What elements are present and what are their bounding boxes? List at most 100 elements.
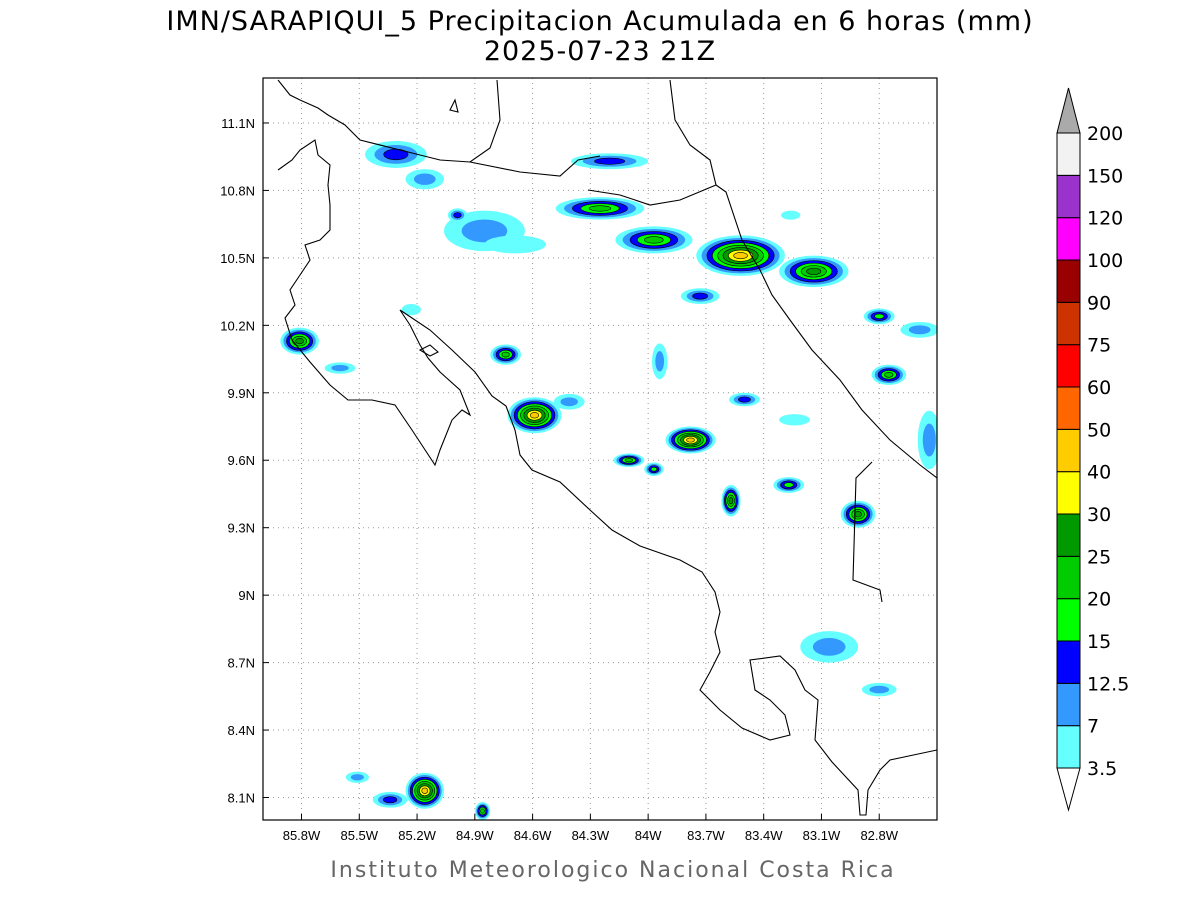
colorbar-box-120	[1056, 174, 1081, 219]
longitude-axis: 85.8W 85.5W 85.2W 84.9W 84.6W 84.3W 84W 83.7W 83…	[283, 814, 899, 843]
contour-level-12.5	[738, 396, 751, 403]
precip-cell	[917, 410, 937, 470]
precip-cell	[553, 393, 585, 410]
contour-level-7	[350, 774, 364, 781]
colorbar-box-60	[1056, 344, 1081, 388]
lat-tick-label: 10.8N	[220, 183, 255, 198]
caribbean-coastline	[669, 79, 937, 479]
contour-level-20	[644, 236, 664, 244]
contour-level-40	[421, 787, 429, 794]
precip-cell	[680, 288, 720, 304]
precip-cell	[665, 426, 716, 454]
precip-cell	[900, 321, 937, 338]
precip-cell	[615, 226, 693, 254]
lat-tick-label: 10.2N	[220, 318, 255, 333]
lat-tick-label: 9.3N	[228, 521, 255, 536]
precip-cell	[571, 153, 649, 170]
contour-level-15	[650, 466, 658, 472]
colorbar-box-15	[1056, 598, 1081, 642]
contour-level-7	[560, 397, 578, 407]
precip-cell	[490, 344, 522, 365]
lat-tick-label: 8.7N	[228, 656, 255, 671]
precip-cell	[779, 255, 849, 288]
lat-tick-label: 10.5N	[220, 251, 255, 266]
precip-cell	[405, 169, 445, 190]
lon-tick-label: 83.7W	[687, 828, 725, 843]
contour-level-20	[884, 372, 894, 378]
colorbar-box-3.5	[1056, 725, 1081, 769]
precip-cell	[871, 364, 907, 385]
lon-tick-label: 85.8W	[283, 828, 321, 843]
colorbar-under-triangle	[1056, 767, 1081, 812]
precip-cell	[651, 343, 668, 380]
lon-tick-label: 84.3W	[572, 828, 610, 843]
lon-tick-label: 82.8W	[860, 828, 898, 843]
colorbar-label: 90	[1087, 292, 1111, 314]
contour-level-7	[413, 173, 436, 185]
precip-cell	[474, 802, 491, 820]
coastlines-borders	[277, 79, 937, 816]
colorbar-label: 150	[1087, 165, 1123, 187]
precip-cell	[840, 500, 876, 528]
precip-cell	[324, 362, 356, 374]
colorbar-label: 3.5	[1087, 758, 1117, 780]
lat-tick-label: 11.1N	[221, 116, 255, 131]
colorbar-over-triangle	[1056, 87, 1081, 134]
precip-cell	[555, 197, 645, 220]
contour-level-25	[295, 337, 304, 345]
contour-level-40	[733, 252, 748, 260]
contour-level-20	[501, 351, 510, 358]
contour-level-15	[783, 482, 794, 488]
precip-cell	[781, 210, 801, 220]
precip-cell	[372, 791, 408, 808]
precip-cell	[644, 462, 664, 476]
gridlines	[263, 78, 937, 820]
colorbar-label: 7	[1087, 716, 1099, 738]
precip-cell	[401, 303, 421, 316]
lake-islet	[418, 344, 439, 357]
costa-rica-panama-border	[852, 461, 883, 603]
colorbar-box-30	[1056, 471, 1081, 515]
lat-tick-label: 9N	[238, 588, 255, 603]
colorbar-label: 30	[1087, 504, 1111, 526]
precip-cell	[779, 414, 810, 426]
colorbar-box-12.5	[1056, 640, 1081, 684]
lon-tick-label: 84.9W	[456, 828, 494, 843]
precip-cell	[447, 208, 468, 222]
contour-level-3.5	[779, 414, 810, 426]
precip-cell	[800, 631, 859, 663]
precip-cell	[613, 453, 645, 467]
lon-tick-label: 83.4W	[745, 828, 783, 843]
colorbar-box-90	[1056, 259, 1081, 303]
contour-level-12.5	[692, 292, 709, 300]
contour-level-12.5	[382, 796, 398, 804]
precipitation-contours	[280, 140, 937, 820]
colorbar-label: 50	[1087, 419, 1111, 441]
contour-level-20	[588, 205, 612, 212]
colorbar-label: 20	[1087, 589, 1111, 611]
lat-tick-label: 8.4N	[228, 723, 255, 738]
colorbar-label: 200	[1087, 123, 1123, 145]
precip-cell	[484, 235, 547, 254]
precip-cell	[721, 484, 741, 517]
contour-level-7	[908, 325, 931, 335]
colorbar-label: 40	[1087, 462, 1111, 484]
precip-cell	[365, 140, 427, 168]
colorbar-label: 12.5	[1087, 673, 1129, 695]
colorbar-label: 15	[1087, 631, 1111, 653]
footer-credit: Instituto Meteorologico Nacional Costa R…	[330, 858, 895, 883]
precip-cell	[696, 235, 785, 276]
lat-tick-label: 9.6N	[228, 453, 255, 468]
contour-level-7	[922, 423, 936, 457]
lat-tick-label: 8.1N	[228, 791, 255, 806]
contour-level-3.5	[401, 303, 421, 316]
contour-level-12.5	[453, 212, 462, 219]
precip-cell	[280, 327, 319, 355]
contour-level-12.5	[594, 157, 626, 165]
colorbar-box-150	[1056, 132, 1081, 176]
islet-north	[449, 98, 459, 113]
contour-level-7	[655, 351, 665, 372]
lon-tick-label: 84.6W	[514, 828, 552, 843]
precip-cell	[345, 771, 369, 783]
